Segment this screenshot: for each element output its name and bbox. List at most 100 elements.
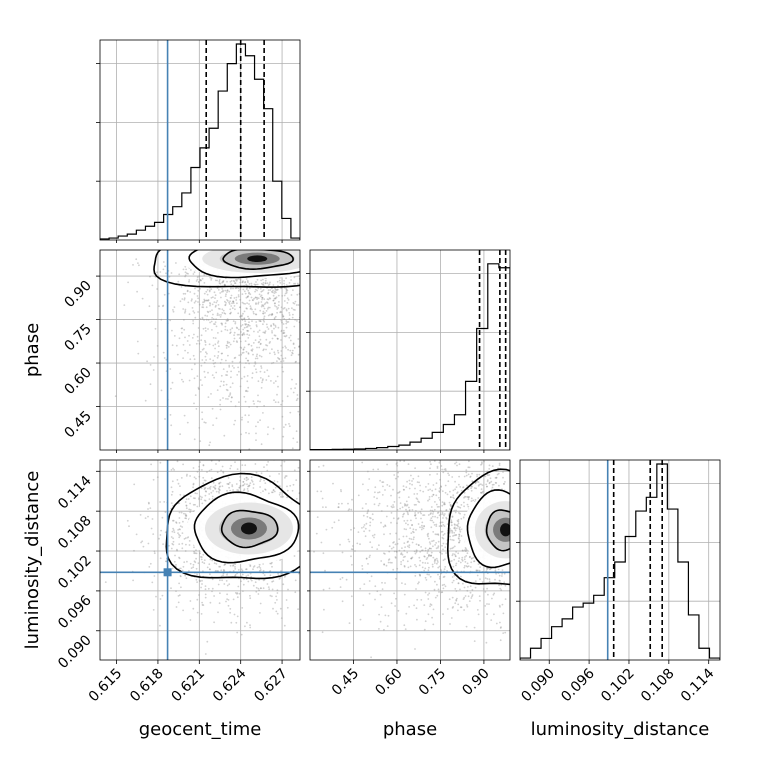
luminosity_distance-vs-geocent_time-datapoint: [189, 562, 192, 565]
phase-vs-geocent_time-datapoint: [291, 307, 293, 310]
luminosity_distance-vs-phase-datapoint: [387, 561, 390, 564]
phase-vs-geocent_time-datapoint: [180, 327, 183, 330]
luminosity_distance-vs-geocent_time-contour: [193, 491, 300, 564]
luminosity_distance-vs-phase-datapoint: [423, 555, 426, 558]
luminosity_distance-vs-phase-datapoint: [430, 526, 433, 529]
luminosity_distance-vs-phase-datapoint: [449, 528, 451, 530]
phase-vs-geocent_time-datapoint: [172, 309, 174, 311]
luminosity_distance-vs-phase-datapoint: [429, 513, 432, 515]
luminosity_distance-vs-phase-datapoint: [388, 558, 391, 560]
phase-vs-geocent_time-datapoint: [226, 289, 229, 291]
phase-vs-geocent_time-datapoint: [285, 288, 288, 291]
phase-vs-geocent_time-datapoint: [205, 290, 208, 293]
phase-vs-geocent_time-datapoint: [242, 288, 245, 291]
luminosity_distance-vs-phase-datapoint: [407, 463, 410, 465]
phase-vs-geocent_time-datapoint: [259, 342, 262, 345]
phase-vs-geocent_time-datapoint: [281, 400, 284, 402]
phase-vs-geocent_time-datapoint: [284, 345, 287, 348]
phase-vs-geocent_time-datapoint: [205, 359, 208, 361]
luminosity_distance-vs-geocent_time-datapoint: [194, 503, 196, 506]
luminosity_distance-vs-geocent_time-datapoint: [245, 479, 248, 482]
luminosity_distance-vs-geocent_time-datapoint: [276, 589, 279, 591]
phase-vs-geocent_time-datapoint: [254, 362, 257, 365]
phase-vs-geocent_time-datapoint: [232, 287, 234, 290]
phase-vs-geocent_time-datapoint: [234, 282, 237, 284]
luminosity_distance-vs-geocent_time-datapoint: [188, 544, 191, 546]
phase-vs-geocent_time-datapoint: [225, 347, 228, 349]
luminosity_distance-vs-phase-datapoint: [368, 592, 371, 595]
luminosity_distance-vs-phase-datapoint: [308, 542, 310, 544]
phase-vs-geocent_time-datapoint: [256, 357, 259, 360]
phase-vs-geocent_time-datapoint: [248, 414, 250, 417]
phase-vs-geocent_time-datapoint: [247, 353, 250, 355]
luminosity_distance-vs-geocent_time-datapoint: [201, 604, 204, 606]
phase-vs-geocent_time-datapoint: [246, 329, 249, 332]
luminosity_distance-vs-geocent_time-datapoint: [198, 594, 200, 596]
phase-vs-geocent_time-datapoint: [205, 351, 207, 354]
phase-vs-geocent_time-datapoint: [272, 361, 275, 364]
phase-vs-geocent_time-datapoint: [226, 389, 229, 392]
phase-vs-geocent_time-datapoint: [199, 318, 202, 320]
phase-vs-geocent_time-datapoint: [154, 327, 157, 330]
phase-vs-geocent_time-datapoint: [248, 448, 251, 450]
phase-vs-geocent_time-datapoint: [302, 273, 304, 275]
luminosity_distance-vs-geocent_time-datapoint: [204, 596, 207, 599]
phase-vs-geocent_time-datapoint: [196, 375, 199, 377]
phase-vs-geocent_time-datapoint: [240, 377, 243, 380]
phase-vs-geocent_time-datapoint: [181, 331, 183, 334]
luminosity_distance-vs-geocent_time-datapoint: [172, 540, 175, 543]
luminosity_distance-vs-phase-datapoint: [341, 502, 343, 505]
phase-vs-geocent_time-datapoint: [202, 306, 205, 309]
phase-vs-geocent_time-datapoint: [243, 333, 246, 336]
luminosity_distance-vs-geocent_time-datapoint: [214, 484, 217, 487]
luminosity_distance-vs-geocent_time-datapoint: [201, 579, 203, 582]
luminosity_distance-vs-phase-datapoint: [449, 560, 452, 563]
phase-vs-geocent_time-datapoint: [289, 349, 292, 352]
luminosity_distance-vs-geocent_time-datapoint: [312, 437, 314, 439]
phase-vs-geocent_time-datapoint: [260, 279, 262, 282]
luminosity_distance-vs-phase-datapoint: [486, 485, 488, 488]
luminosity_distance-vs-phase-datapoint: [444, 469, 447, 472]
luminosity_distance-vs-phase-datapoint: [410, 557, 412, 560]
luminosity_distance-vs-phase-datapoint: [452, 496, 454, 499]
luminosity_distance-vs-phase-datapoint: [321, 631, 324, 634]
luminosity_distance-vs-geocent_time-datapoint: [247, 580, 250, 583]
phase-vs-geocent_time-datapoint: [252, 312, 255, 315]
phase-vs-geocent_time-datapoint: [255, 303, 257, 305]
luminosity_distance-vs-geocent_time-datapoint: [246, 483, 248, 486]
phase-vs-geocent_time-datapoint: [280, 360, 282, 363]
luminosity_distance-vs-phase-datapoint: [350, 555, 352, 558]
phase-vs-geocent_time-datapoint: [257, 331, 259, 333]
luminosity_distance-vs-phase-datapoint: [454, 526, 456, 529]
luminosity_distance-vs-phase-datapoint: [381, 588, 384, 590]
luminosity_distance-vs-geocent_time-datapoint: [189, 619, 192, 621]
luminosity_distance-vs-phase-datapoint: [361, 527, 363, 529]
phase-vs-geocent_time-datapoint: [289, 411, 292, 414]
luminosity_distance-vs-geocent_time-datapoint: [229, 467, 232, 470]
luminosity_distance-vs-phase-datapoint: [452, 579, 455, 582]
luminosity_distance-vs-geocent_time-datapoint: [165, 560, 168, 563]
phase-vs-geocent_time-datapoint: [183, 298, 186, 301]
luminosity_distance-vs-phase-datapoint: [439, 478, 441, 481]
phase-vs-geocent_time-datapoint: [231, 302, 233, 305]
phase-vs-geocent_time-datapoint: [219, 292, 222, 294]
luminosity_distance-vs-phase-datapoint: [429, 575, 432, 578]
luminosity_distance-vs-geocent_time-datapoint: [317, 548, 319, 550]
phase-vs-geocent_time-datapoint: [280, 339, 282, 341]
phase-vs-geocent_time-datapoint: [230, 400, 233, 403]
phase-vs-geocent_time-datapoint: [216, 300, 219, 302]
luminosity_distance-vs-geocent_time-datapoint: [215, 463, 217, 465]
luminosity_distance-vs-phase-datapoint: [393, 501, 396, 503]
luminosity_distance-vs-phase-datapoint: [469, 476, 472, 478]
luminosity_distance-vs-geocent_time-datapoint: [182, 463, 185, 466]
luminosity_distance-vs-phase-datapoint: [364, 527, 367, 530]
luminosity_distance-vs-phase-datapoint: [412, 538, 415, 541]
phase-vs-geocent_time-datapoint: [244, 323, 247, 325]
luminosity_distance-vs-geocent_time-datapoint: [178, 582, 181, 585]
luminosity_distance-vs-geocent_time-datapoint: [178, 528, 181, 530]
luminosity_distance-vs-phase-datapoint: [347, 509, 350, 512]
phase-vs-geocent_time-datapoint: [220, 291, 223, 293]
phase-vs-geocent_time-datapoint: [239, 306, 242, 309]
phase-vs-geocent_time-datapoint: [256, 346, 258, 349]
phase-vs-geocent_time-datapoint: [193, 271, 196, 274]
